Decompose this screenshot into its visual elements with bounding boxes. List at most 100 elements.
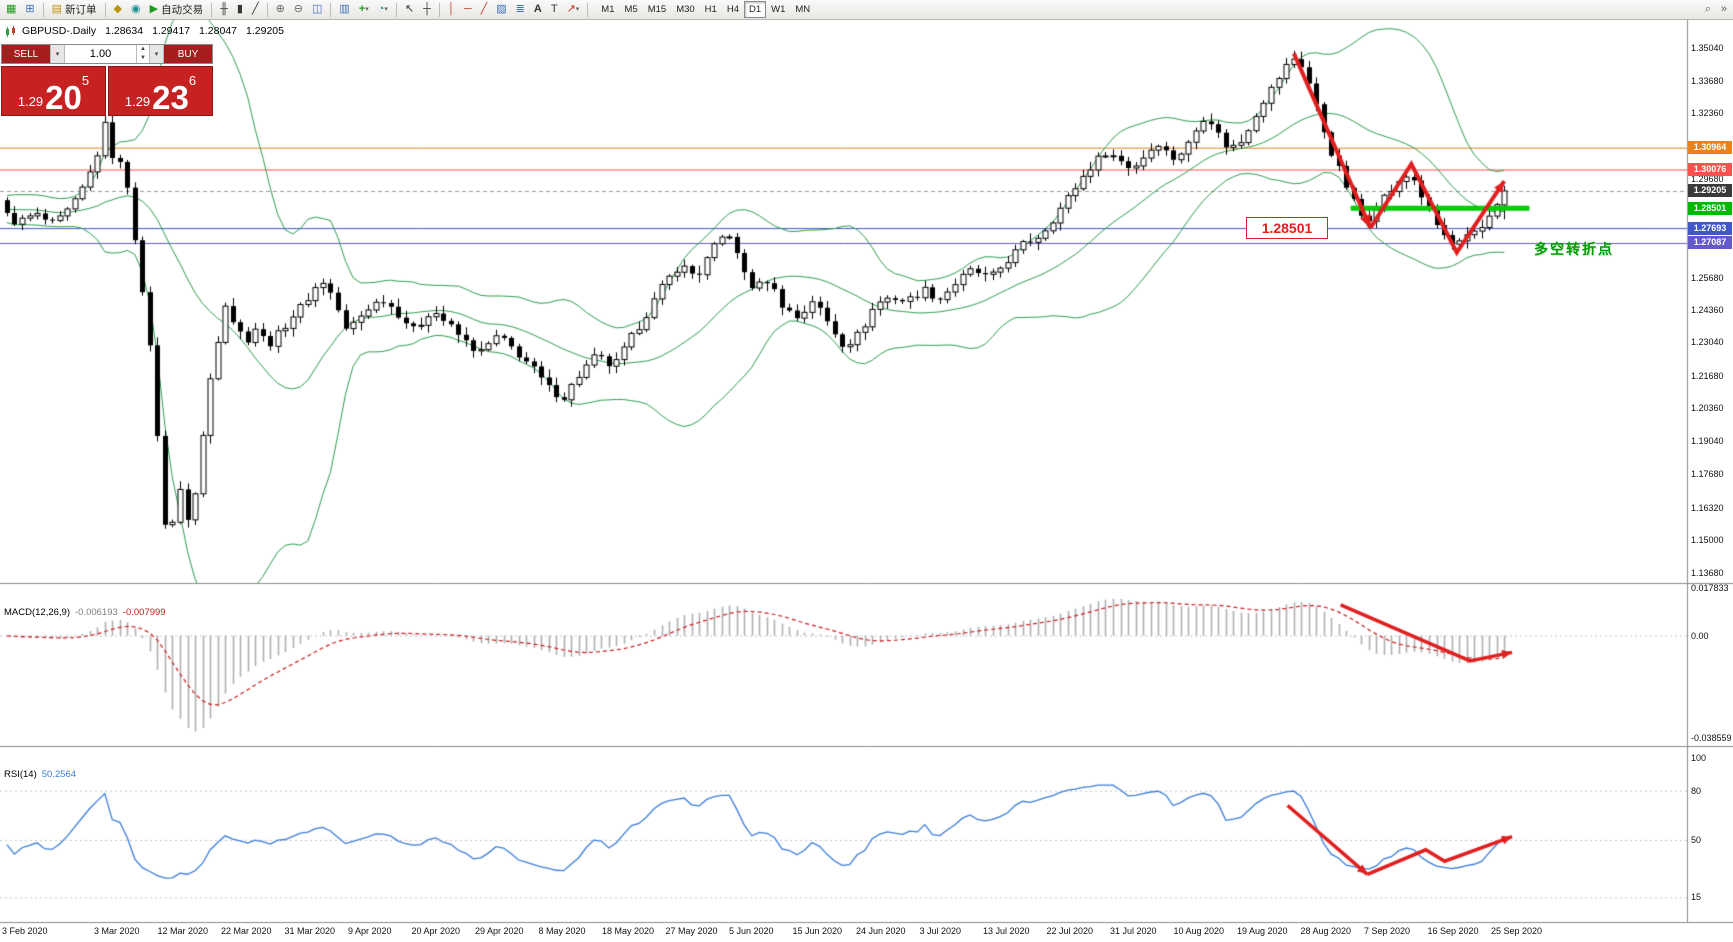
price-alert-label[interactable]: 1.28501: [1246, 217, 1328, 239]
volume-increase-button[interactable]: ▲: [140, 46, 146, 52]
horizontal-line-icon: ─: [463, 3, 472, 15]
crosshair-icon: ┼: [423, 3, 431, 15]
indicators-add-icon: +: [358, 3, 366, 15]
timeframe-m30[interactable]: M30: [676, 4, 695, 15]
ask-pip-digit: 6: [188, 73, 197, 88]
vertical-line-tool-button[interactable]: │: [444, 0, 459, 19]
timeframe-w1[interactable]: W1: [771, 4, 786, 15]
indicators-caret-icon: ▾: [365, 6, 369, 13]
auto-trading-button[interactable]: ▶ 自动交易: [146, 0, 207, 19]
candlestick-chart-icon: ▮: [236, 3, 243, 15]
toolbar-separator: [395, 2, 397, 17]
buy-options-caret[interactable]: ▾: [149, 45, 164, 63]
timeframe-h1[interactable]: H1: [704, 4, 717, 15]
chart-title-bar: GBPUSD-.Daily 1.28634 1.29417 1.28047 1.…: [5, 25, 284, 37]
channel-tool-button[interactable]: ▨: [492, 0, 510, 19]
new-order-button[interactable]: ▤ 新订单: [48, 0, 101, 19]
line-chart-icon: ╱: [251, 3, 259, 15]
rsi-name: RSI(14): [4, 769, 37, 780]
toolbar-separator: [330, 2, 332, 17]
rsi-indicator-label: RSI(14) 50.2564: [4, 769, 76, 780]
macd-indicator-label: MACD(12,26,9) -0.006193 -0.007999: [4, 607, 166, 618]
expert-advisors-button[interactable]: ◆: [110, 0, 126, 19]
bid-pip-digit: 5: [81, 73, 90, 88]
text-tool-button[interactable]: A: [530, 0, 546, 19]
line-chart-button[interactable]: ╱: [248, 0, 263, 19]
toolbar-separator: [211, 2, 213, 17]
candlestick-chart-button[interactable]: ▮: [233, 0, 247, 19]
crosshair-tool-button[interactable]: ┼: [419, 0, 435, 19]
ask-prefix: 1.29: [124, 94, 151, 109]
clock-icon: ◔: [377, 3, 385, 15]
timeframe-m1[interactable]: M1: [601, 4, 615, 15]
toolbar: ▦ ⊞ ▤ 新订单 ◆ ◉ ▶ 自动交易 ╫ ▮ ╱ ⊕ ⊖ ◫ ▥ + ▾ ◔…: [0, 0, 1733, 20]
trade-prices-row: 1.29 20 5 1.29 23 6: [1, 66, 213, 116]
arrange-button[interactable]: ▥: [335, 0, 353, 19]
trendline-tool-button[interactable]: ╱: [477, 0, 492, 19]
arrows-tool-icon: ↗: [566, 3, 576, 15]
zoom-out-button[interactable]: ⊖: [290, 0, 307, 19]
chart-window-icon: [6, 25, 15, 37]
text-tool-icon: A: [533, 3, 542, 15]
timeframe-h4[interactable]: H4: [726, 4, 739, 15]
volume-stepper: ▲ ▼: [136, 45, 149, 63]
period-button[interactable]: ◔ ▾: [374, 0, 392, 19]
volume-decrease-button[interactable]: ▼: [140, 55, 146, 61]
zoom-in-button[interactable]: ⊕: [272, 0, 289, 19]
toolbar-separator: [266, 2, 268, 17]
bid-prefix: 1.29: [17, 94, 44, 109]
profiles-button[interactable]: ⊞: [21, 0, 38, 19]
tile-windows-icon: ◫: [312, 3, 323, 15]
toolbar-separator: [42, 2, 44, 17]
tile-windows-button[interactable]: ◫: [308, 0, 326, 19]
macd-value: -0.006193: [75, 607, 118, 618]
price-chart-canvas[interactable]: [0, 20, 1733, 942]
trendline-icon: ╱: [480, 3, 488, 15]
bar-chart-icon: ╫: [220, 3, 228, 15]
bar-chart-button[interactable]: ╫: [216, 0, 232, 19]
volume-input[interactable]: [65, 47, 136, 61]
horizontal-line-tool-button[interactable]: ─: [460, 0, 476, 19]
one-click-trading-panel: SELL ▾ ▲ ▼ ▾ BUY 1.29 20 5: [1, 44, 213, 116]
profiles-icon: ⊞: [25, 3, 35, 15]
chart-window: 1.35040 1.33680 1.32360 1.29680 1.25680 1.243…: [0, 20, 1733, 942]
macd-name: MACD(12,26,9): [4, 607, 70, 618]
scroll-to-end-button[interactable]: »: [1717, 0, 1731, 19]
sell-options-caret[interactable]: ▾: [50, 45, 65, 63]
trade-controls-row: SELL ▾ ▲ ▼ ▾ BUY: [1, 44, 213, 64]
auto-trading-play-icon: ▶: [149, 3, 159, 15]
macd-signal-value: -0.007999: [122, 607, 166, 618]
timeframe-mn[interactable]: MN: [795, 4, 811, 15]
ohlc-close: 1.29205: [246, 25, 284, 37]
ohlc-high: 1.29417: [152, 25, 191, 37]
text-label-icon: T: [550, 3, 558, 15]
ohlc-open: 1.28634: [105, 25, 144, 37]
fibonacci-tool-button[interactable]: ≣: [512, 0, 529, 19]
auto-trading-label: 自动交易: [161, 4, 204, 16]
indicators-button[interactable]: + ▾: [355, 0, 373, 19]
buy-button[interactable]: BUY: [164, 45, 212, 63]
data-window-button[interactable]: ◉: [127, 0, 145, 19]
search-button[interactable]: ⌕: [1701, 0, 1715, 19]
timeframe-d1[interactable]: D1: [743, 1, 767, 18]
sell-button[interactable]: SELL: [2, 45, 50, 63]
timeframe-m5[interactable]: M5: [624, 4, 638, 15]
toolbar-separator: [104, 2, 106, 17]
timeframe-toolbar: M1 M5 M15 M30 H1 H4 D1 W1 MN: [596, 1, 815, 18]
vertical-line-icon: │: [447, 3, 455, 15]
arrange-icon: ▥: [339, 3, 350, 15]
expert-advisors-icon: ◆: [113, 3, 122, 15]
cursor-tool-button[interactable]: ↖: [401, 0, 418, 19]
new-order-label: 新订单: [65, 4, 97, 16]
buy-price-button[interactable]: 1.29 23 6: [108, 66, 213, 116]
sell-price-button[interactable]: 1.29 20 5: [1, 66, 106, 116]
arrows-tool-button[interactable]: ↗ ▾: [563, 0, 584, 19]
text-label-tool-button[interactable]: T: [547, 0, 562, 19]
zoom-in-icon: ⊕: [275, 3, 285, 15]
data-window-icon: ◉: [131, 3, 141, 15]
cursor-icon: ↖: [404, 3, 415, 15]
timeframe-m15[interactable]: M15: [647, 4, 667, 15]
new-chart-button[interactable]: ▦: [2, 0, 20, 19]
toolbar-right-group: ⌕ »: [1701, 0, 1731, 19]
turning-point-annotation[interactable]: 多空转折点: [1534, 241, 1614, 257]
